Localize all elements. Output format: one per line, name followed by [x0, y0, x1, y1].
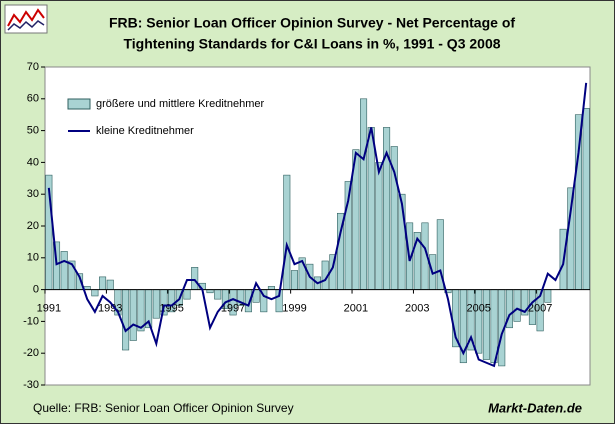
bar	[122, 289, 130, 351]
line	[47, 82, 588, 368]
x-tick-label: 2005	[466, 303, 490, 315]
bar	[129, 289, 137, 341]
bar	[290, 270, 298, 290]
chart-title: Tightening Standards for C&I Loans in %,…	[123, 36, 500, 52]
x-tick-label: 2001	[344, 303, 368, 315]
y-tick-label: 0	[33, 284, 39, 296]
legend-label: größere und mittlere Kreditnehmer	[96, 98, 264, 110]
chart-title: FRB: Senior Loan Officer Opinion Survey …	[109, 15, 515, 31]
x-tick-label: 2007	[528, 303, 552, 315]
x-tick-label: 1999	[282, 303, 306, 315]
bar	[544, 289, 552, 303]
y-tick-label: 60	[27, 93, 39, 105]
y-tick-label: 30	[27, 188, 39, 200]
y-tick-label: -20	[23, 347, 39, 359]
bar	[582, 108, 590, 290]
bar	[475, 289, 483, 354]
y-tick-label: 40	[27, 156, 39, 168]
bar	[283, 174, 291, 290]
y-tick-label: 50	[27, 125, 39, 137]
y-tick-label: 10	[27, 252, 39, 264]
legend-swatch	[67, 98, 91, 110]
x-tick-label: 2003	[405, 303, 429, 315]
bar	[490, 289, 498, 364]
y-tick-label: -10	[23, 315, 39, 327]
bar	[360, 98, 368, 290]
y-tick-label: 70	[27, 61, 39, 73]
bar	[183, 289, 191, 300]
bar	[513, 289, 521, 322]
bar	[375, 162, 383, 290]
x-tick-label: 1991	[37, 303, 61, 315]
x-tick-label: 1997	[221, 303, 245, 315]
bar	[191, 267, 199, 290]
bar	[367, 127, 375, 290]
bar	[91, 289, 99, 297]
y-tick-label: -30	[23, 379, 39, 391]
source: Quelle: FRB: Senior Loan Officer Opinion…	[33, 401, 294, 415]
bar	[60, 251, 68, 290]
bar	[482, 289, 490, 360]
brand: Markt-Daten.de	[488, 400, 582, 415]
bar	[106, 279, 114, 290]
bar	[99, 276, 107, 290]
y-tick-label: 20	[27, 220, 39, 232]
legend-label: kleine Kreditnehmer	[96, 125, 194, 137]
logo	[4, 4, 48, 34]
bar	[214, 289, 222, 300]
